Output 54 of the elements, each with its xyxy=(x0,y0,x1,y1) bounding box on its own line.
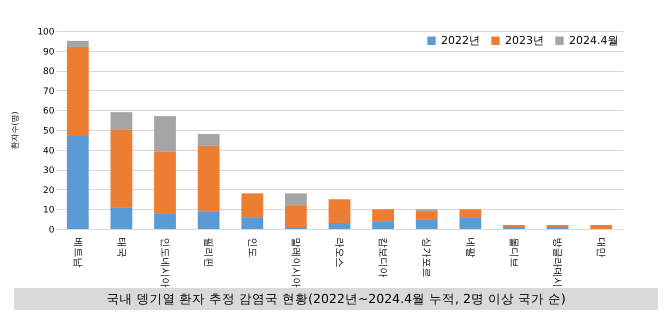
x-tick-label: 몰디브 xyxy=(508,238,519,268)
x-tick-label: 캄보디아 xyxy=(377,238,388,278)
y-tick-label: 30 xyxy=(43,166,55,176)
y-tick-label: 60 xyxy=(43,106,55,117)
bar xyxy=(459,209,482,218)
bar xyxy=(416,219,438,229)
bar xyxy=(154,152,176,214)
bar xyxy=(590,225,612,229)
y-tick-label: 40 xyxy=(43,146,55,156)
bar xyxy=(110,112,132,130)
bar xyxy=(284,205,307,228)
bar xyxy=(154,213,176,229)
x-tick-label: 네팔 xyxy=(464,238,476,258)
y-tick-label: 80 xyxy=(43,67,55,78)
y-tick-label: 20 xyxy=(43,186,55,196)
bar xyxy=(110,130,132,208)
text: 국내 뎅기열 환자 추정 감염국 현황(2022년~2024.4월 누적, 2명 이상 국가 순) xyxy=(14,288,658,310)
y-tick-label: 70 xyxy=(43,86,55,97)
x-tick-label: 방글라데시 xyxy=(552,238,563,288)
bar xyxy=(154,116,176,152)
bar xyxy=(241,193,264,218)
bar xyxy=(372,209,394,222)
y-tick-label: 0 xyxy=(48,226,55,236)
bar xyxy=(198,146,220,212)
bar xyxy=(284,193,307,206)
bar xyxy=(328,223,350,229)
y-axis-title: 환자수(명) xyxy=(10,111,20,150)
bar xyxy=(198,211,220,229)
bar xyxy=(66,40,89,47)
x-tick-label: 라오스 xyxy=(334,238,344,268)
bar xyxy=(372,221,394,229)
bar xyxy=(198,134,220,146)
legend-label: 2022년 xyxy=(441,34,480,47)
bar xyxy=(66,136,89,229)
bar xyxy=(110,207,132,229)
bar xyxy=(416,211,438,220)
y-tick-label: 10 xyxy=(43,206,55,216)
y-tick-label: 100 xyxy=(37,28,55,38)
legend-label: 2023년 xyxy=(505,34,544,47)
x-tick-label: 인도 xyxy=(246,238,258,258)
bar xyxy=(328,199,350,224)
bar xyxy=(241,217,264,229)
x-tick-label: 태국 xyxy=(115,238,126,258)
y-tick-label: 90 xyxy=(43,47,55,58)
x-tick-label: 대만 xyxy=(595,238,606,258)
bar xyxy=(66,46,89,136)
x-tick-label: 베트남 xyxy=(72,238,83,268)
legend-label: 2024.4월 xyxy=(569,34,618,47)
x-tick-label: 인도네시아 xyxy=(159,238,170,288)
x-tick-label: 싱가포르 xyxy=(420,238,432,278)
bar xyxy=(459,217,482,229)
y-tick-label: 50 xyxy=(43,126,55,136)
x-tick-label: 필리핀 xyxy=(202,238,214,268)
x-tick-label: 말레이시아 xyxy=(290,238,301,288)
